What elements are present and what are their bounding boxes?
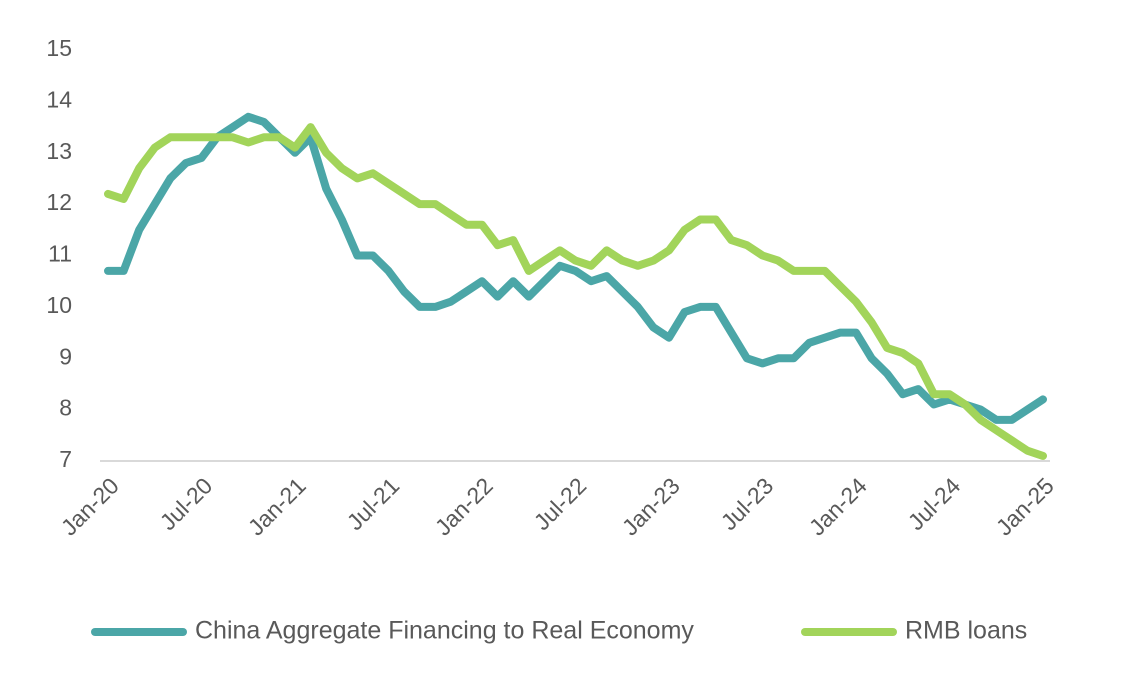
y-tick-label: 7 bbox=[59, 446, 72, 472]
series-line bbox=[104, 112, 1047, 424]
x-tick-label: Jul-21 bbox=[342, 472, 405, 535]
y-tick-label: 15 bbox=[46, 35, 72, 61]
x-tick-label: Jan-23 bbox=[617, 472, 685, 540]
y-tick-label: 12 bbox=[46, 189, 72, 215]
y-tick-label: 14 bbox=[46, 86, 72, 112]
legend-label: RMB loans bbox=[905, 617, 1027, 645]
y-tick-label: 13 bbox=[46, 138, 72, 164]
y-tick-label: 11 bbox=[48, 241, 72, 267]
x-tick-label: Jul-24 bbox=[903, 472, 966, 535]
x-tick-label: Jul-22 bbox=[529, 472, 592, 535]
y-tick-label: 9 bbox=[59, 343, 72, 369]
x-tick-label: Jan-21 bbox=[243, 472, 311, 540]
x-tick-label: Jan-25 bbox=[991, 472, 1059, 540]
x-tick-label: Jan-20 bbox=[56, 472, 124, 540]
x-tick-label: Jul-23 bbox=[716, 472, 779, 535]
x-tick-label: Jan-24 bbox=[804, 472, 872, 540]
series-line bbox=[104, 123, 1047, 460]
legend-label: China Aggregate Financing to Real Econom… bbox=[195, 617, 694, 645]
y-tick-label: 10 bbox=[46, 292, 72, 318]
y-tick-label: 8 bbox=[59, 395, 72, 421]
x-tick-label: Jul-20 bbox=[155, 472, 218, 535]
x-tick-label: Jan-22 bbox=[430, 472, 498, 540]
